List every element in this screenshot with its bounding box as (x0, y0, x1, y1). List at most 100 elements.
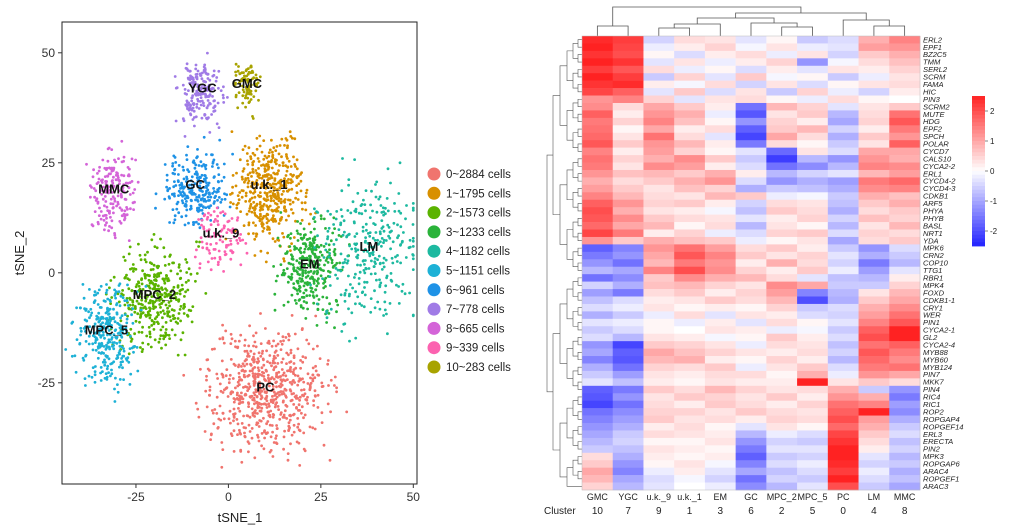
heatmap-cell (674, 95, 706, 104)
cell-point (182, 307, 185, 310)
cell-point (221, 240, 225, 244)
cell-point (110, 368, 113, 372)
cell-point (242, 224, 246, 228)
heatmap-cell (889, 370, 921, 379)
cell-point (277, 222, 281, 225)
dendrogram-branch (572, 72, 578, 89)
cell-point (172, 261, 176, 265)
cell-point (250, 175, 253, 178)
cell-point (276, 192, 280, 196)
cell-point (379, 232, 382, 236)
cell-point (105, 343, 108, 347)
gene-labels: ERL2EPF1BZ2C5TMMSERL2SCRMFAMAHICPIN3SCRM… (922, 35, 964, 491)
heatmap-cell (582, 303, 614, 312)
cell-point (143, 258, 147, 261)
cell-point (333, 253, 337, 257)
gene-label: PHYA (923, 207, 943, 216)
dendrogram-branch (577, 366, 582, 375)
cell-point (268, 148, 272, 152)
dendrogram-branch (566, 288, 573, 320)
cell-point (285, 362, 288, 365)
heatmap-cell (797, 445, 829, 454)
cell-point (331, 231, 335, 235)
cell-point (201, 197, 205, 200)
cell-point (166, 188, 170, 192)
heatmap-cell (766, 341, 798, 349)
heatmap-cell (858, 199, 890, 208)
heatmap-cell (582, 370, 614, 379)
cell-point (99, 210, 103, 213)
cell-point (136, 369, 140, 373)
cell-point (316, 406, 320, 409)
heatmap-cell (643, 370, 675, 379)
cell-point (103, 228, 106, 232)
cell-point (254, 224, 257, 227)
cell-point (87, 310, 90, 314)
cell-point (249, 202, 253, 206)
dendrogram-branch (572, 340, 578, 357)
cell-point (275, 145, 279, 148)
heatmap-cell (827, 437, 859, 446)
heatmap-cell (889, 393, 921, 401)
cell-point (373, 289, 376, 293)
cell-point (335, 238, 338, 242)
cell-point (117, 157, 120, 161)
cell-point (371, 209, 374, 213)
heatmap-cell (643, 423, 675, 431)
cell-point (246, 185, 250, 189)
heatmap-cell (704, 117, 736, 126)
heatmap-cell (643, 341, 675, 349)
dendrogram-branch (577, 277, 582, 286)
cell-point (280, 383, 284, 387)
cell-point (264, 327, 267, 330)
cell-point (221, 210, 225, 214)
cell-point (411, 254, 415, 257)
color-scale-step (972, 216, 985, 221)
cell-point (113, 236, 117, 240)
dendrogram-branch (842, 19, 890, 36)
heatmap-cell (674, 296, 706, 305)
dendrogram-branch (577, 98, 582, 108)
cell-point (336, 277, 339, 280)
heatmap-cell (612, 296, 644, 305)
cell-point (95, 314, 99, 318)
gene-label: PIN2 (923, 445, 941, 454)
cell-point (285, 417, 289, 420)
cell-point (271, 395, 274, 398)
cell-point (266, 205, 270, 209)
heatmap-cell (827, 110, 859, 119)
cell-point (241, 362, 245, 366)
heatmap-cell (858, 341, 890, 349)
cluster-5-points (64, 282, 148, 403)
cell-point (189, 309, 193, 312)
cell-point (251, 167, 255, 171)
cell-point (250, 184, 253, 188)
gene-label: HIC (923, 87, 937, 96)
cell-point (196, 148, 199, 151)
cluster-id-label: 1 (687, 506, 693, 517)
cell-point (236, 384, 240, 388)
cell-point (277, 408, 280, 411)
cell-point (201, 190, 204, 193)
heatmap-cell (889, 363, 921, 372)
heatmap-cell (704, 348, 736, 357)
heatmap-cell (827, 356, 859, 364)
cell-point (197, 245, 201, 248)
cell-point (228, 205, 232, 209)
cell-point (159, 271, 163, 275)
cell-point (215, 76, 219, 79)
cell-point (287, 159, 291, 163)
cell-point (369, 272, 373, 276)
cell-point (130, 289, 134, 293)
cell-point (272, 171, 276, 175)
cell-point (177, 298, 181, 302)
heatmap-cell (643, 452, 675, 461)
heatmap-cell (735, 199, 767, 208)
cell-point (125, 213, 129, 217)
cell-point (263, 154, 267, 158)
heatmap-cell (643, 378, 675, 387)
cell-point (225, 368, 229, 371)
cell-point (122, 190, 126, 194)
heatmap-cell (889, 333, 921, 342)
cell-point (194, 279, 197, 283)
